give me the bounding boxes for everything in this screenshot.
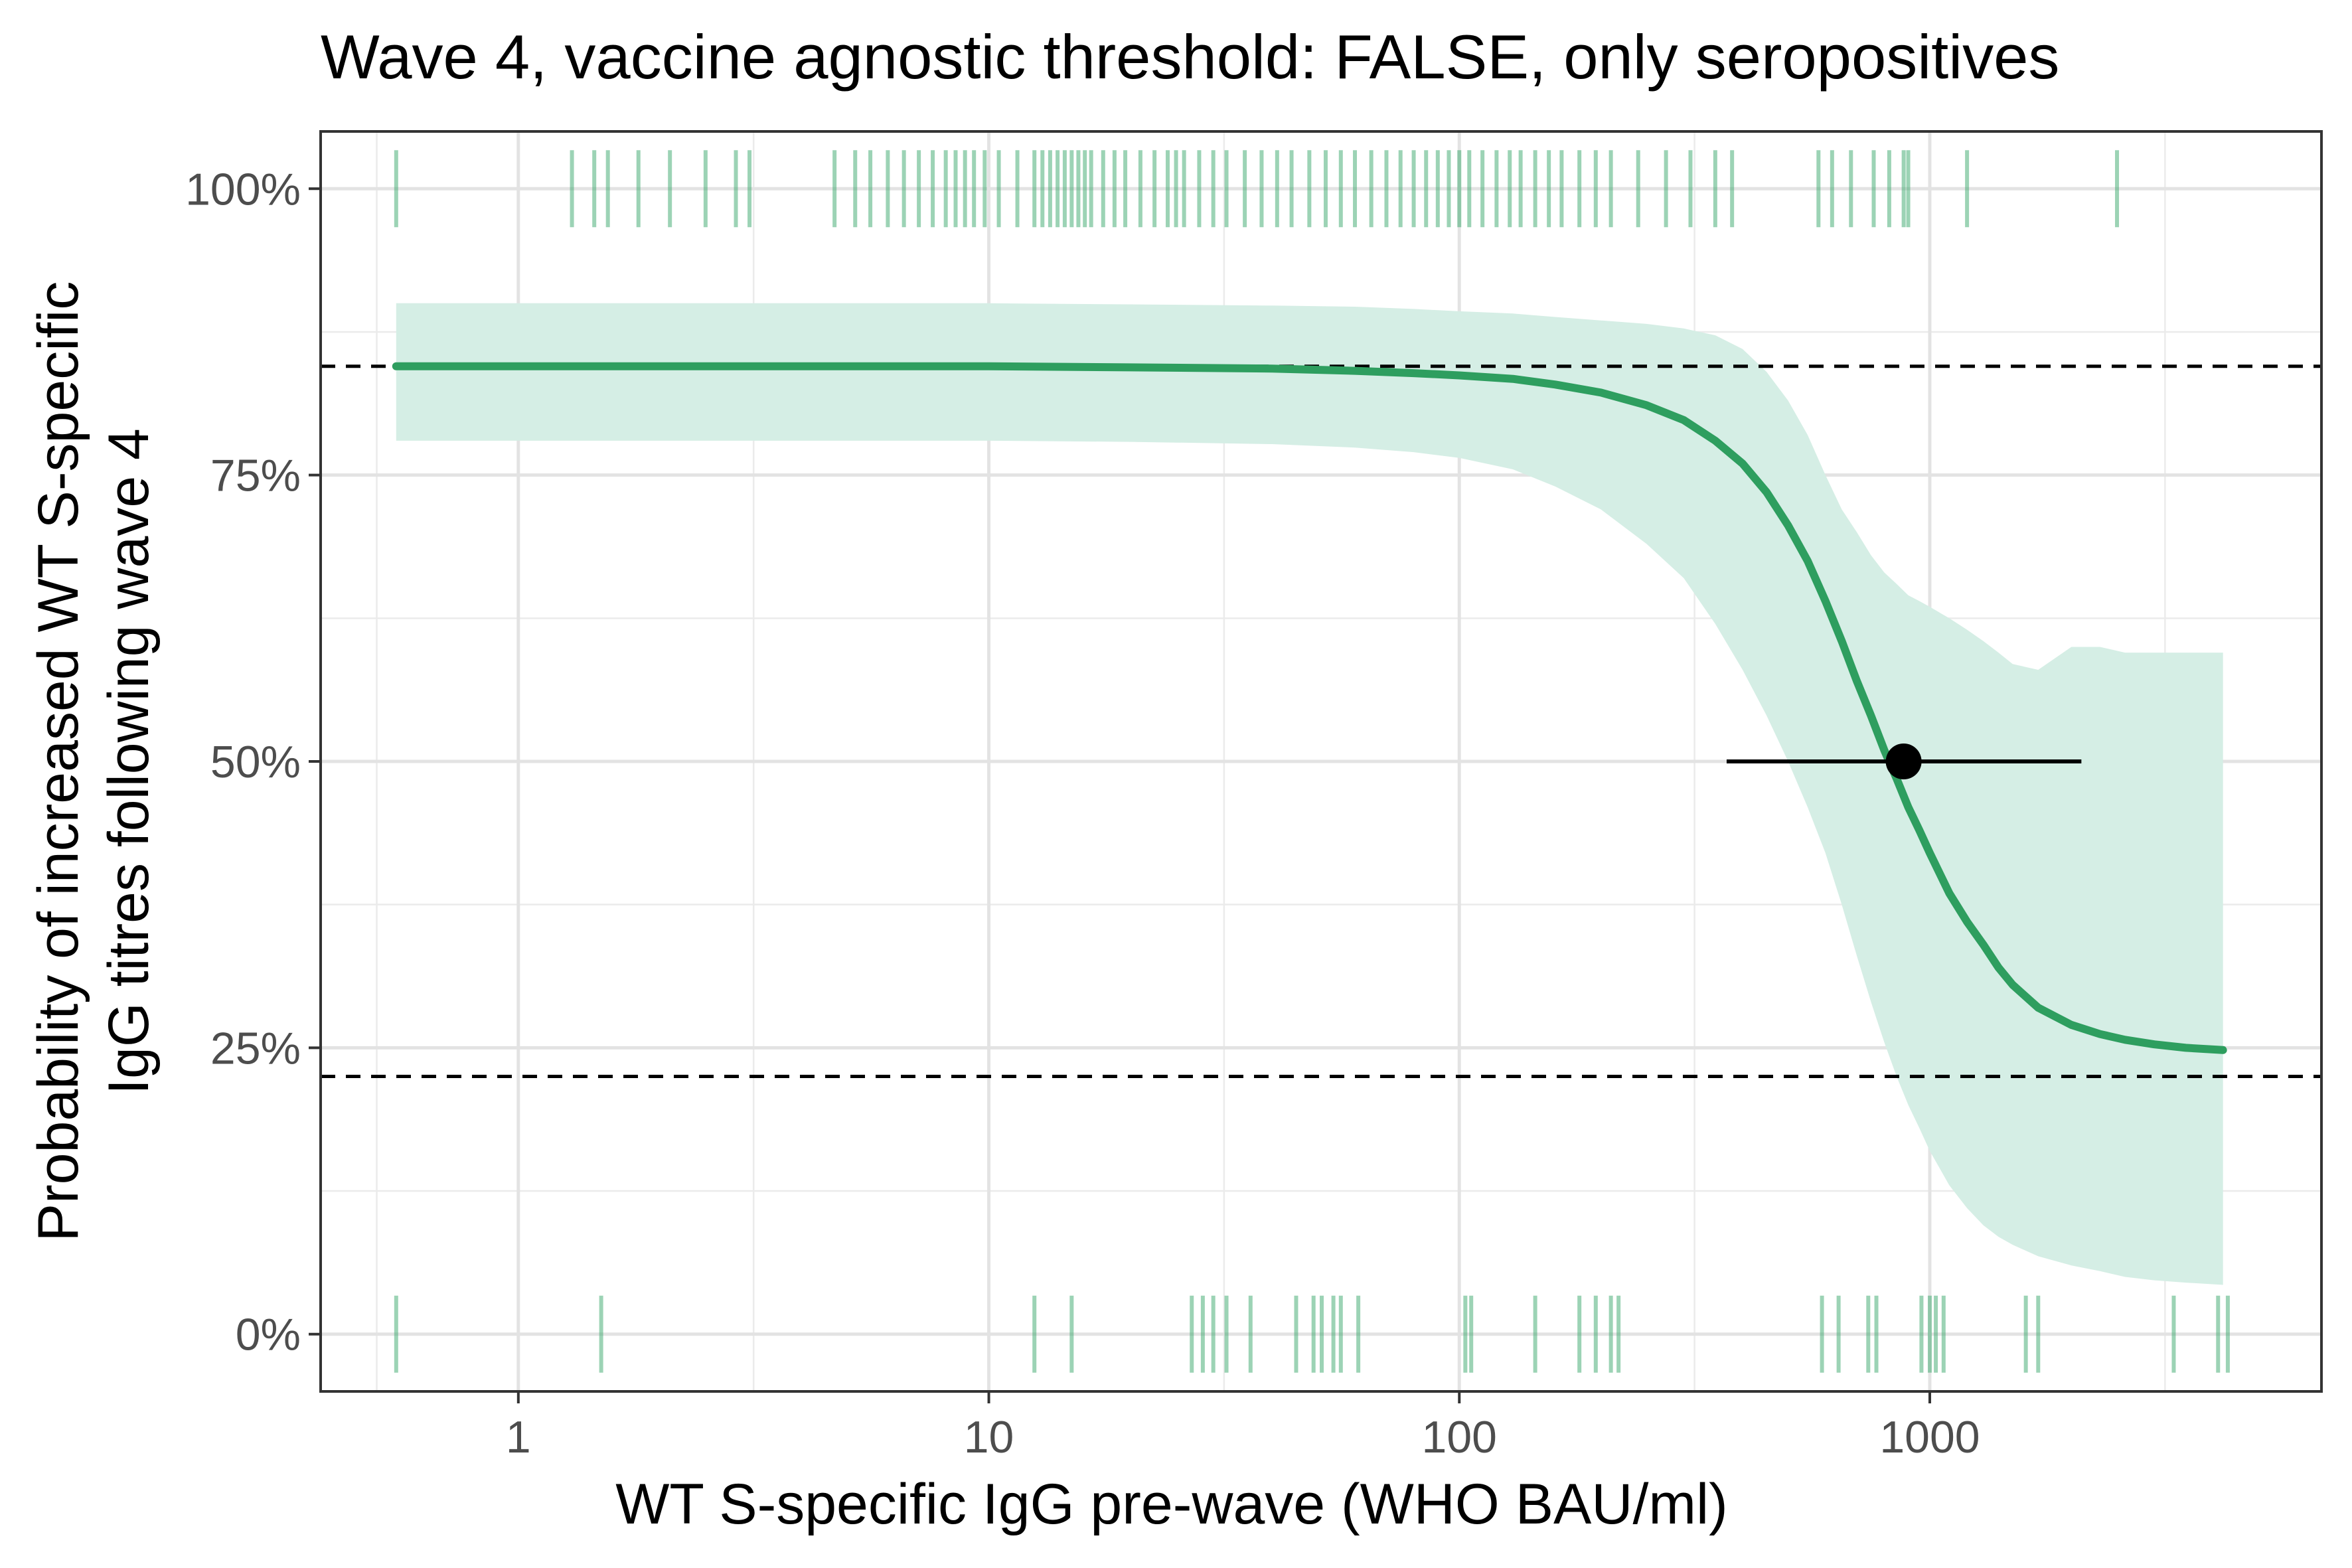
- confidence-ribbon-layer: [396, 303, 2223, 1285]
- y-tick-label: 0%: [236, 1310, 301, 1360]
- threshold-estimate-layer: [1726, 744, 2082, 779]
- x-tick-label: 1: [506, 1412, 531, 1462]
- y-tick-label: 50%: [210, 737, 301, 787]
- y-tick-label: 75%: [210, 451, 301, 501]
- y-axis-label-line-2: IgG titres following wave 4: [97, 428, 161, 1095]
- rug-layer: [394, 150, 2230, 1373]
- fitted-curve-line: [392, 362, 2227, 1054]
- y-axis: 0% 25% 50% 75% 100%: [185, 164, 321, 1360]
- plot-panel: [319, 130, 2323, 1393]
- fitted-curve-layer: [392, 362, 2227, 1054]
- y-axis-label-line-1: Probability of increased WT S-specific: [27, 281, 90, 1242]
- x-tick-label: 100: [1422, 1412, 1497, 1462]
- x-axis-label: WT S-specific IgG pre-wave (WHO BAU/ml): [615, 1472, 1728, 1536]
- threshold-point: [1885, 744, 1922, 779]
- y-axis-label: Probability of increased WT S-specific I…: [27, 281, 161, 1242]
- y-tick-label: 100%: [185, 164, 301, 214]
- confidence-ribbon: [396, 303, 2223, 1285]
- y-tick-label: 25%: [210, 1023, 301, 1073]
- x-tick-label: 1000: [1879, 1412, 1980, 1462]
- chart-title: Wave 4, vaccine agnostic threshold: FALS…: [321, 22, 2059, 92]
- x-axis: 1 10 100 1000: [506, 1391, 1980, 1462]
- x-tick-label: 10: [964, 1412, 1014, 1462]
